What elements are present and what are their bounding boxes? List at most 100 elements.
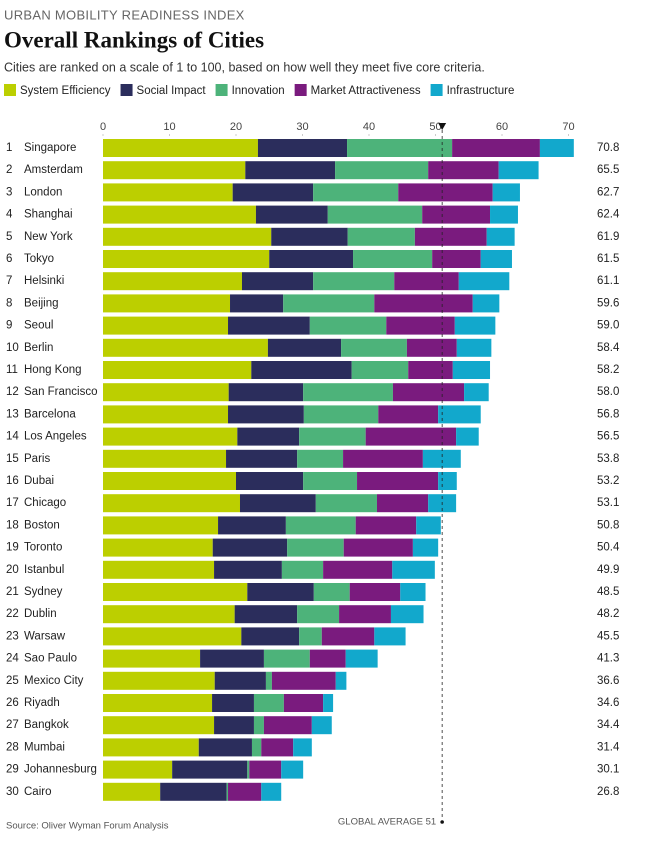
legend-swatch xyxy=(4,84,16,96)
rank: 26 xyxy=(6,697,19,709)
rank: 13 xyxy=(6,408,19,420)
x-tick-label: 0 xyxy=(100,121,106,133)
bar-segment xyxy=(271,671,336,690)
city-label: Singapore xyxy=(24,142,76,154)
bar-segment xyxy=(103,649,201,668)
bar-segment xyxy=(226,782,229,801)
city-label: Hong Kong xyxy=(24,364,82,376)
bar-segment xyxy=(241,627,300,646)
bar-segment xyxy=(103,583,248,601)
legend-swatch xyxy=(215,84,228,96)
bar-segment xyxy=(311,716,332,735)
total-label: 56.5 xyxy=(597,431,619,443)
bar-segment xyxy=(492,183,520,202)
bar-segment xyxy=(490,205,518,224)
rank: 22 xyxy=(6,608,19,620)
x-tick-label: 20 xyxy=(230,121,242,133)
total-label: 53.1 xyxy=(597,497,619,509)
bar-segment xyxy=(241,272,314,291)
bar-segment xyxy=(103,560,215,579)
bar-segment xyxy=(214,560,282,579)
bar-segment xyxy=(452,361,491,379)
total-label: 65.5 xyxy=(597,164,619,176)
bar-segment xyxy=(452,139,540,157)
bar-segment xyxy=(247,760,250,779)
bar-segment xyxy=(103,716,215,735)
bar-segment xyxy=(103,427,238,446)
bar-segment xyxy=(281,760,304,779)
bar-segment xyxy=(285,516,356,535)
rank: 7 xyxy=(6,275,12,287)
bar-segment xyxy=(257,139,348,157)
bar-segment xyxy=(456,427,479,446)
rank: 29 xyxy=(6,764,19,776)
bar-segment xyxy=(103,605,235,624)
bar-segment xyxy=(297,605,340,624)
total-label: 50.8 xyxy=(597,519,619,531)
bar-segment xyxy=(293,738,312,757)
bar-segment xyxy=(253,716,264,735)
total-label: 41.3 xyxy=(597,653,619,665)
bar-segment xyxy=(103,205,256,224)
total-label: 62.4 xyxy=(597,209,620,221)
rank: 16 xyxy=(6,475,19,487)
bar-segment xyxy=(498,161,539,180)
city-label: Mexico City xyxy=(24,675,84,687)
total-label: 59.6 xyxy=(597,297,619,309)
city-label: Cairo xyxy=(24,786,51,798)
bar-segment xyxy=(313,183,399,202)
x-tick-label: 60 xyxy=(496,121,508,133)
bar-segment xyxy=(303,405,379,424)
bar-segment xyxy=(103,694,213,712)
city-label: Dubai xyxy=(24,475,54,487)
bar-segment xyxy=(309,649,346,668)
bar-segment xyxy=(299,427,366,446)
city-label: Istanbul xyxy=(24,564,64,576)
bar-segment xyxy=(271,227,348,246)
city-label: Helsinki xyxy=(24,275,64,287)
rank: 12 xyxy=(6,386,19,398)
rank: 10 xyxy=(6,342,19,354)
bar-segment xyxy=(349,583,401,601)
bar-segment xyxy=(432,250,481,268)
bar-segment xyxy=(422,449,461,468)
rank: 4 xyxy=(6,209,13,221)
bar-segment xyxy=(263,716,312,735)
city-label: Dublin xyxy=(24,608,57,620)
bar-segment xyxy=(287,538,344,557)
rank: 15 xyxy=(6,453,19,465)
bar-segment xyxy=(103,272,242,291)
bar-segment xyxy=(103,494,240,513)
bar-segment xyxy=(253,694,284,712)
bar-segment xyxy=(103,538,213,557)
bar-segment xyxy=(212,538,288,557)
bar-segment xyxy=(422,205,491,224)
bar-segment xyxy=(386,316,455,335)
bar-segment xyxy=(103,139,258,157)
bar-segment xyxy=(486,227,515,246)
rank: 8 xyxy=(6,297,12,309)
bar-segment xyxy=(376,494,429,513)
bar-segment xyxy=(172,760,248,779)
bar-segment xyxy=(378,405,439,424)
bar-segment xyxy=(335,161,429,180)
legend-label: Social Impact xyxy=(137,85,207,97)
bar-segment xyxy=(343,538,413,557)
bar-segment xyxy=(103,361,252,379)
rank: 5 xyxy=(6,231,12,243)
rank: 21 xyxy=(6,586,19,598)
bar-segment xyxy=(103,472,236,490)
bar-segment xyxy=(281,560,324,579)
bar-segment xyxy=(412,538,439,557)
bar-segment xyxy=(239,494,316,513)
x-tick-label: 10 xyxy=(163,121,175,133)
bar-segment xyxy=(315,494,377,513)
bar-segment xyxy=(103,338,268,357)
average-marker xyxy=(438,123,447,130)
bar-segment xyxy=(228,316,310,335)
bar-segment xyxy=(103,760,173,779)
bar-segment xyxy=(414,227,487,246)
bar-segment xyxy=(103,671,215,690)
legend-swatch xyxy=(120,84,133,96)
